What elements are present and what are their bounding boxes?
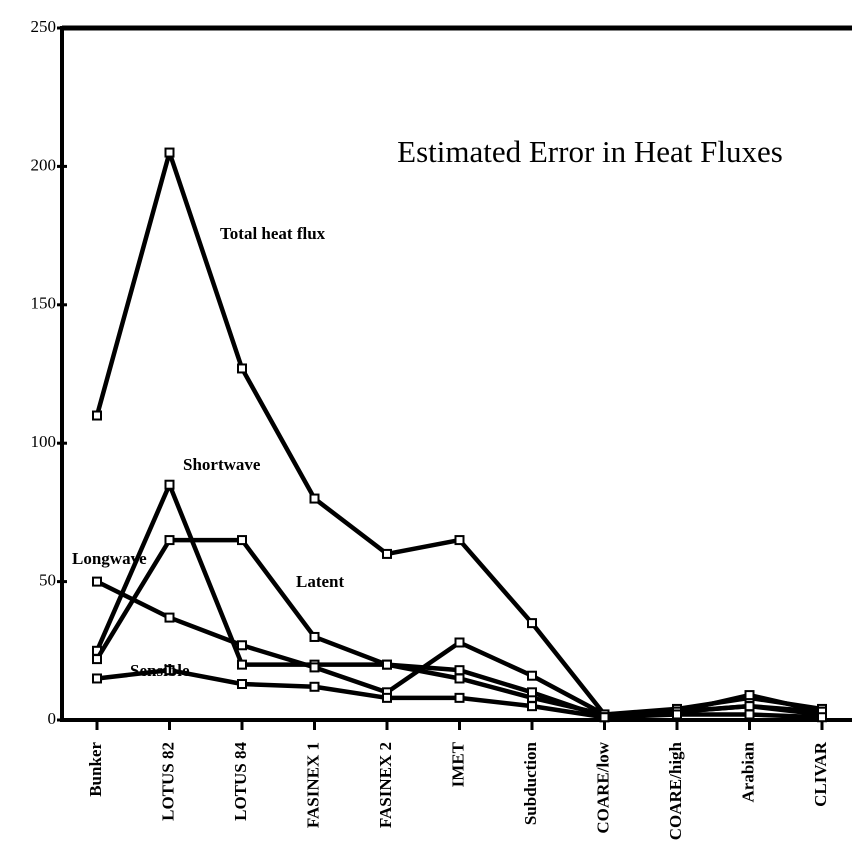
- x-tick-label: LOTUS 82: [158, 742, 177, 821]
- x-tick-label: Bunker: [86, 742, 105, 797]
- x-tick-label: COARE/low: [593, 741, 612, 833]
- point: [92, 576, 102, 587]
- y-tick-label: 200: [31, 155, 57, 174]
- y-tick-label: 50: [39, 571, 56, 590]
- point: [382, 548, 392, 559]
- point: [164, 535, 175, 546]
- point: [454, 665, 465, 676]
- point: [454, 673, 465, 684]
- chart-title: Estimated Error in Heat Fluxes: [397, 134, 783, 169]
- point: [309, 662, 320, 673]
- point: [92, 654, 102, 665]
- point: [164, 147, 175, 158]
- y-tick-label: 150: [31, 294, 57, 313]
- point: [744, 709, 755, 720]
- point: [382, 659, 392, 670]
- x-tick-label: Subduction: [521, 741, 540, 825]
- x-tick-label: FASINEX 2: [376, 742, 395, 828]
- point: [92, 673, 102, 684]
- point: [527, 670, 537, 681]
- point: [164, 612, 175, 623]
- point: [237, 363, 247, 374]
- x-tick-label: Arabian: [738, 741, 757, 802]
- x-tick-label: FASINEX 1: [303, 742, 322, 828]
- point: [92, 410, 102, 421]
- point: [454, 637, 465, 648]
- x-tick-label: CLIVAR: [811, 741, 830, 807]
- point: [237, 659, 247, 670]
- point: [744, 701, 755, 712]
- point: [454, 692, 465, 703]
- series-label: Shortwave: [183, 455, 261, 474]
- point: [309, 681, 320, 692]
- y-tick-label: 100: [31, 432, 57, 451]
- series-label: Sensible: [130, 661, 190, 680]
- point: [672, 709, 682, 720]
- point: [237, 535, 247, 546]
- series-label: Total heat flux: [220, 224, 326, 243]
- point: [382, 692, 392, 703]
- y-tick-label: 250: [31, 17, 57, 36]
- point: [309, 493, 320, 504]
- point: [164, 479, 175, 490]
- series-line: [95, 537, 823, 720]
- series-label: Longwave: [72, 549, 147, 568]
- point: [527, 618, 537, 629]
- point: [744, 690, 755, 701]
- y-tick-label: 0: [48, 709, 57, 728]
- point: [599, 712, 610, 723]
- x-tick-label: LOTUS 84: [231, 742, 250, 821]
- point: [454, 535, 465, 546]
- series-label: Latent: [296, 572, 345, 591]
- point: [817, 712, 827, 723]
- point: [237, 679, 247, 690]
- point: [527, 701, 537, 712]
- x-tick-label: IMET: [448, 741, 467, 787]
- point: [309, 631, 320, 642]
- x-tick-label: COARE/high: [666, 741, 685, 840]
- point: [164, 665, 175, 676]
- point: [527, 687, 537, 698]
- point: [237, 640, 247, 651]
